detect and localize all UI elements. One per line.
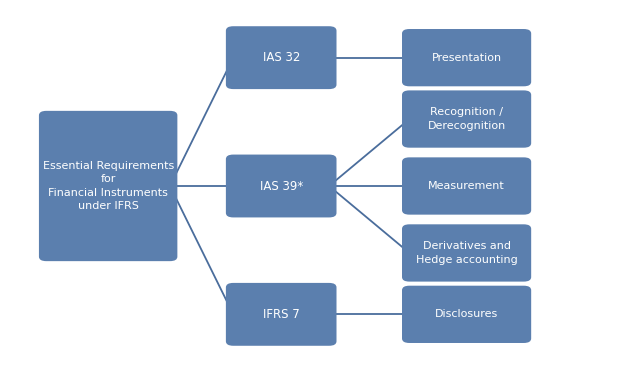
Text: Presentation: Presentation [431, 53, 502, 62]
FancyBboxPatch shape [402, 157, 531, 215]
FancyBboxPatch shape [402, 224, 531, 282]
FancyBboxPatch shape [39, 111, 177, 261]
FancyBboxPatch shape [402, 90, 531, 148]
FancyBboxPatch shape [402, 286, 531, 343]
Text: IFRS 7: IFRS 7 [263, 308, 300, 321]
Text: IAS 39*: IAS 39* [260, 180, 303, 192]
Text: Derivatives and
Hedge accounting: Derivatives and Hedge accounting [416, 241, 517, 265]
FancyBboxPatch shape [226, 283, 336, 346]
Text: Measurement: Measurement [428, 181, 505, 191]
Text: Essential Requirements
for
Financial Instruments
under IFRS: Essential Requirements for Financial Ins… [43, 161, 174, 211]
Text: Disclosures: Disclosures [435, 310, 498, 319]
FancyBboxPatch shape [226, 155, 336, 217]
Text: Recognition /
Derecognition: Recognition / Derecognition [428, 107, 506, 131]
FancyBboxPatch shape [402, 29, 531, 86]
Text: IAS 32: IAS 32 [263, 51, 300, 64]
FancyBboxPatch shape [226, 26, 336, 89]
